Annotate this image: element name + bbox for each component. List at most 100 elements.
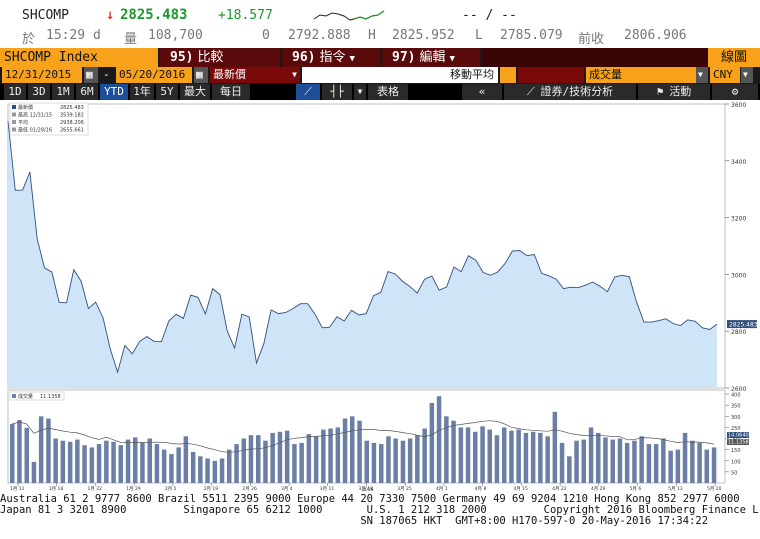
volume-legend-box <box>9 391 65 401</box>
command-button[interactable]: 96) 指令 ▼ <box>282 48 380 67</box>
volume-bar <box>17 420 22 483</box>
currency-select[interactable]: CNY <box>710 67 740 83</box>
range-button-1[interactable]: 3D <box>28 84 50 100</box>
volume-bar <box>256 435 261 483</box>
moving-avg-label: 移動平均 <box>450 68 494 81</box>
volume-bar <box>371 442 377 483</box>
volume-bar <box>169 454 174 483</box>
edit-button[interactable]: 97) 編輯 ▼ <box>382 48 480 67</box>
volume-select[interactable]: 成交量 <box>586 67 696 83</box>
end-date-field[interactable]: 05/20/2016 <box>116 67 192 83</box>
footer-line-3: SN 187065 HKT GMT+8:00 H170-597-0 20-May… <box>0 515 709 527</box>
index-box[interactable]: SHCOMP Index <box>0 48 158 67</box>
analysis-button[interactable]: ⟋ 證券/技術分析 <box>504 84 636 100</box>
activity-button[interactable]: ⚑ 活動 <box>638 84 710 100</box>
footer-line-2: Japan 81 3 3201 8900 Singapore 65 6212 1… <box>0 504 760 516</box>
quote-time: 15:29 d <box>46 28 101 43</box>
volume-bar <box>313 436 319 483</box>
volume-bar <box>581 439 586 483</box>
volume-bar <box>161 449 167 483</box>
moving-avg-color[interactable] <box>518 67 584 83</box>
x-tick-label: 5月 13 <box>668 486 683 492</box>
x-tick-label: 5月 20 <box>707 486 722 492</box>
volume-tick-label: 250 <box>731 426 741 432</box>
volume-bar <box>299 442 304 483</box>
x-tick-label: 1月 18 <box>49 486 64 492</box>
time-prefix: 於 <box>22 32 36 47</box>
volume-legend-swatch <box>12 394 16 398</box>
chevron-down-icon[interactable]: ▼ <box>696 67 708 83</box>
command-label: 指令 <box>319 50 346 65</box>
volume-bar <box>465 427 471 483</box>
moving-avg-field[interactable]: 移動平均 <box>302 67 498 83</box>
volume-bar <box>75 439 80 483</box>
candle-icon[interactable]: ┤├ <box>322 84 352 100</box>
volume-tick-label: 50 <box>731 470 737 476</box>
range-button-8[interactable]: 每日 ▼ <box>212 84 250 114</box>
x-tick-label: 4月 15 <box>513 486 528 492</box>
analysis-label: 證券/技術分析 <box>540 85 614 98</box>
range-button-4[interactable]: YTD <box>100 84 128 100</box>
activity-label: 活動 <box>669 85 692 98</box>
volume-bar <box>400 440 406 483</box>
last-price: 2825.483 <box>120 7 188 23</box>
calendar-icon[interactable]: ▦ <box>194 67 208 83</box>
x-tick-label: 1月 11 <box>10 486 25 492</box>
price-type-select[interactable]: 最新價 ▼ <box>210 67 300 83</box>
low-value: 2785.079 <box>500 28 563 43</box>
sparkline-icon <box>313 10 385 21</box>
volume-bar <box>227 449 232 483</box>
volume-bar <box>574 440 579 483</box>
back-button[interactable]: « <box>462 84 502 100</box>
range-button-5[interactable]: 1年 <box>130 84 154 100</box>
compare-button[interactable]: 95) 比較 <box>160 48 280 67</box>
volume-bar <box>567 456 572 483</box>
line-icon[interactable]: ⟋ <box>296 84 320 100</box>
volume-bar <box>357 420 362 483</box>
y-tick-label: 3000 <box>731 272 746 279</box>
volume-bar <box>682 432 688 483</box>
x-tick-label: 3月 18 <box>359 486 374 492</box>
range-button-6[interactable]: 5Y <box>156 84 178 100</box>
chevron-down-icon[interactable]: ▼ <box>354 84 366 100</box>
calendar-icon[interactable]: ▦ <box>84 67 98 83</box>
down-arrow-icon: ↓ <box>106 7 115 23</box>
footer: Australia 61 2 9777 8600 Brazil 5511 239… <box>0 494 760 527</box>
range-button-7[interactable]: 最大 <box>180 84 210 100</box>
volume-bar <box>205 458 210 483</box>
volume-ma-tag-label: 11.1358 <box>728 440 749 446</box>
volume-bar <box>711 447 717 483</box>
volume-bar <box>328 428 333 483</box>
volume-bar <box>458 427 464 483</box>
x-tick-label: 3月 25 <box>397 486 412 492</box>
command-number: 96) <box>292 50 316 65</box>
range-button-0[interactable]: 1D <box>4 84 26 100</box>
last-price-tag-label: 2825.483 <box>729 322 758 329</box>
legend-swatch <box>12 105 16 109</box>
x-tick-label: 2月 5 <box>165 486 177 492</box>
volume-bar <box>31 461 37 483</box>
compare-label: 比較 <box>197 50 224 65</box>
volume-last-tag <box>727 432 749 438</box>
gear-icon[interactable]: ⚙ <box>712 84 758 100</box>
volume-bar <box>415 435 420 483</box>
volume-bar <box>429 402 435 483</box>
volume-bar <box>118 445 123 483</box>
range-button-2[interactable]: 1M <box>52 84 74 100</box>
volume-bar <box>538 432 543 483</box>
chevron-down-icon[interactable]: ▼ <box>741 67 753 83</box>
volume-bar <box>350 416 355 484</box>
start-date-field[interactable]: 12/31/2015 <box>2 67 82 83</box>
volume-bar <box>176 447 181 483</box>
x-year-label: 2016 <box>362 487 374 492</box>
volume-bar <box>133 437 138 483</box>
chart-icon: ⟋ <box>526 85 535 98</box>
line-chart-button[interactable]: 線圖 <box>708 48 760 67</box>
open-value: 2792.888 <box>288 28 351 43</box>
table-button[interactable]: 表格 <box>368 84 408 100</box>
volume-bar <box>198 456 203 483</box>
range-button-3[interactable]: 6M <box>76 84 98 100</box>
volume-bar <box>284 430 290 483</box>
legend-name: 最低 01/28/16 <box>18 127 52 134</box>
volume-bar <box>379 444 384 483</box>
